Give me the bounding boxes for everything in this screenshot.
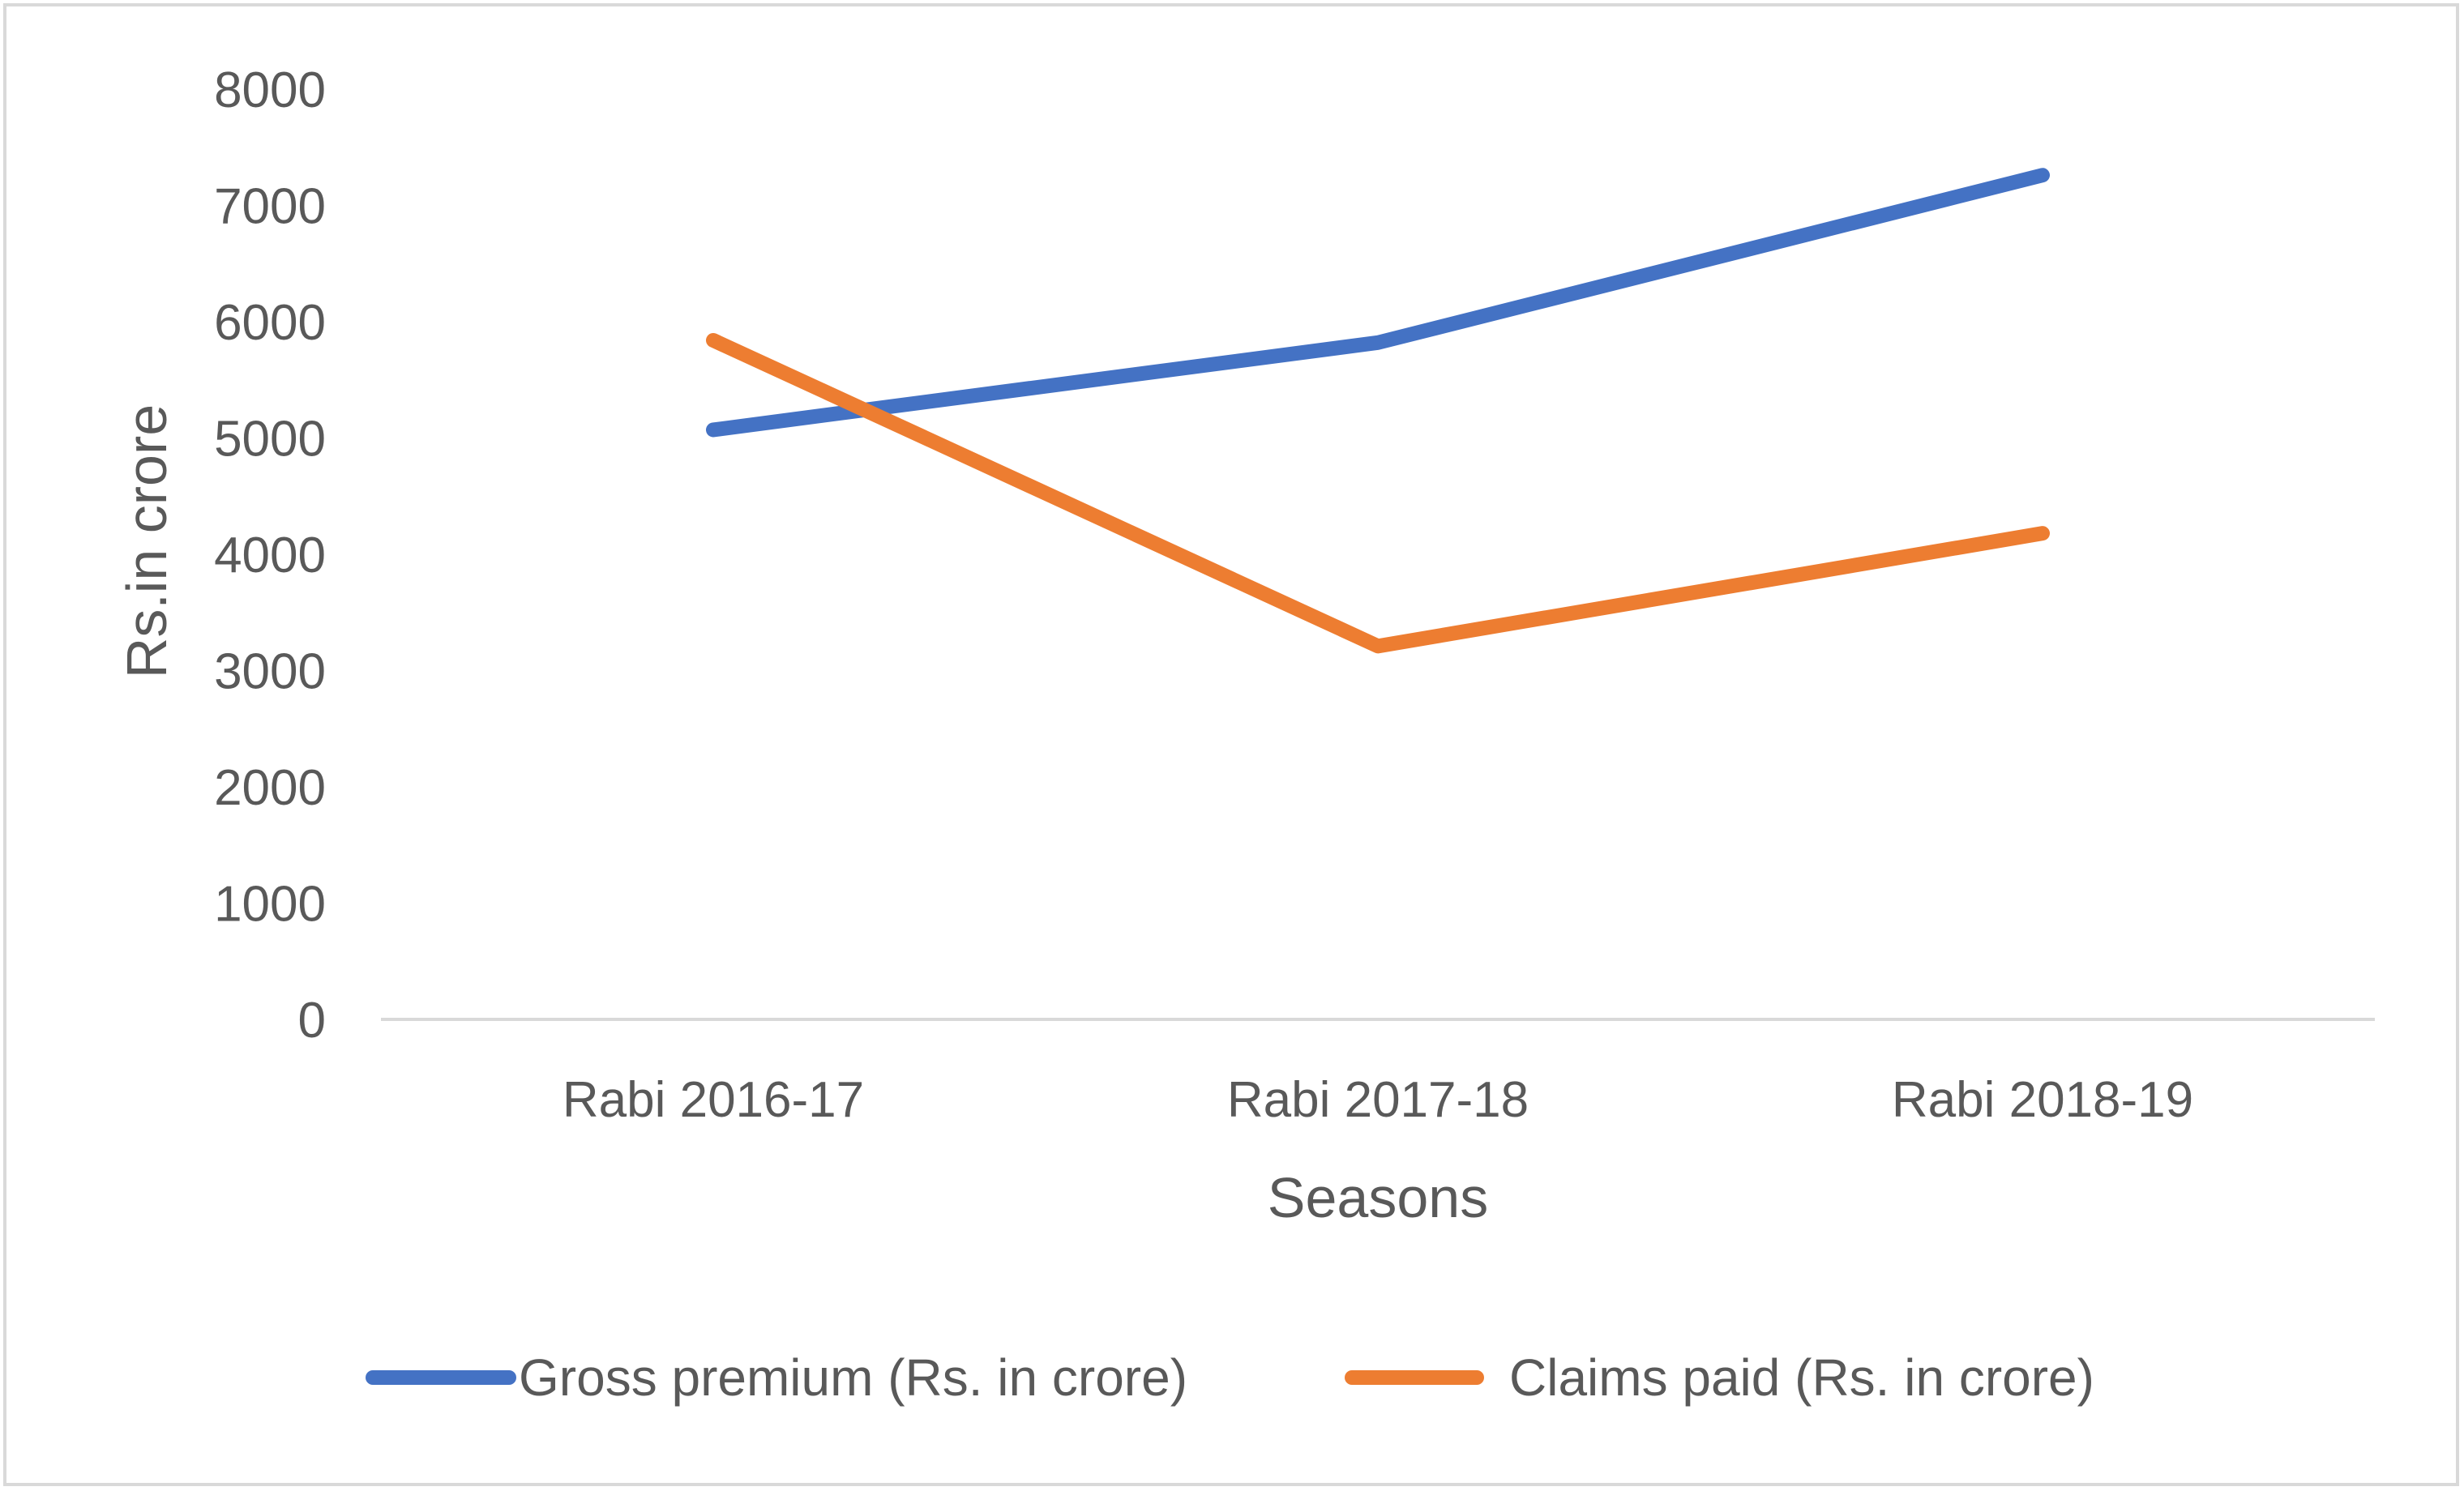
y-tick-label: 3000 bbox=[214, 644, 326, 700]
y-tick-label: 2000 bbox=[214, 760, 326, 816]
y-tick-label: 0 bbox=[298, 993, 326, 1049]
legend-label-gross-premium: Gross premium (Rs. in crore) bbox=[519, 1348, 1187, 1407]
y-tick-label: 1000 bbox=[214, 877, 326, 933]
x-tick-label: Rabi 2016-17 bbox=[563, 1072, 864, 1128]
y-axis-tick-labels: 0 1000 2000 3000 4000 5000 6000 7000 8000 bbox=[214, 62, 326, 1049]
y-tick-label: 8000 bbox=[214, 62, 326, 118]
series-lines bbox=[706, 168, 2050, 654]
legend: Gross premium (Rs. in crore) Claims paid … bbox=[366, 1348, 2094, 1407]
x-axis-title: Seasons bbox=[1268, 1166, 1488, 1229]
series-line-claims-paid bbox=[706, 332, 2050, 654]
x-tick-label: Rabi 2017-18 bbox=[1227, 1072, 1529, 1128]
x-tick-label: Rabi 2018-19 bbox=[1892, 1072, 2193, 1128]
chart-border bbox=[3, 3, 2459, 1486]
y-tick-label: 6000 bbox=[214, 295, 326, 351]
legend-label-claims-paid: Claims paid (Rs. in crore) bbox=[1509, 1348, 2094, 1407]
series-line-gross-premium bbox=[706, 168, 2050, 438]
x-axis-tick-labels: Rabi 2016-17 Rabi 2017-18 Rabi 2018-19 bbox=[563, 1072, 2193, 1128]
y-tick-label: 4000 bbox=[214, 528, 326, 583]
y-tick-label: 5000 bbox=[214, 412, 326, 468]
y-tick-label: 7000 bbox=[214, 179, 326, 235]
y-axis-title: Rs.in crore bbox=[115, 404, 178, 678]
